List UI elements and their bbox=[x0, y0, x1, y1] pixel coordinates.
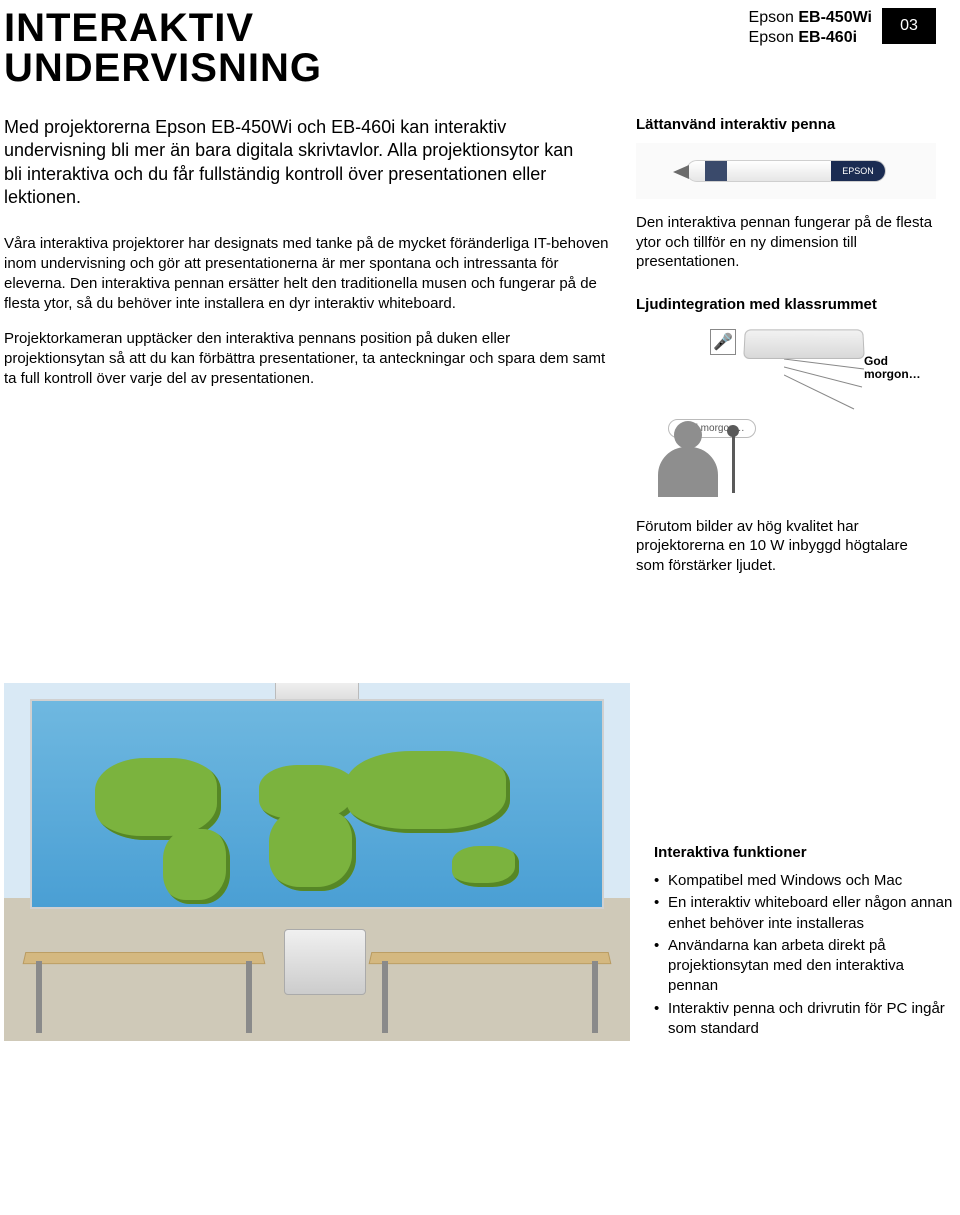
model-line-1: Epson EB-450Wi bbox=[749, 8, 872, 28]
sidebar-column: Lättanvänd interaktiv penna EPSON Den in… bbox=[636, 116, 936, 599]
features-list: Kompatibel med Windows och Mac En intera… bbox=[654, 871, 954, 1039]
pen-band-shape bbox=[705, 161, 727, 181]
continent-shape bbox=[163, 829, 230, 904]
audio-heading: Ljudintegration med klassrummet bbox=[636, 296, 936, 313]
mic-stand-shape bbox=[732, 435, 735, 493]
page-title-line1: INTERAKTIV bbox=[4, 8, 749, 48]
pen-brand-label: EPSON bbox=[831, 161, 885, 181]
person-silhouette bbox=[648, 421, 728, 503]
pen-body-shape: EPSON bbox=[686, 160, 886, 182]
pen-tip-shape bbox=[673, 165, 689, 179]
page-title-line2: UNDERVISNING bbox=[4, 48, 749, 88]
page-number: 03 bbox=[900, 17, 918, 35]
audio-caption: Förutom bilder av hög kvalitet har proje… bbox=[636, 517, 936, 576]
desk-leg-shape bbox=[246, 961, 252, 1033]
hero-whiteboard bbox=[30, 699, 604, 909]
mic-icon-box: 🎤 bbox=[710, 329, 736, 355]
microphone-icon: 🎤 bbox=[713, 332, 733, 352]
model2-prefix: Epson bbox=[749, 29, 799, 46]
desk-shape bbox=[370, 951, 610, 1041]
model-block: Epson EB-450Wi Epson EB-460i bbox=[749, 8, 872, 48]
header-row: INTERAKTIV UNDERVISNING Epson EB-450Wi E… bbox=[4, 8, 936, 88]
model1-prefix: Epson bbox=[749, 9, 799, 26]
sound-lines-icon bbox=[784, 359, 874, 439]
continent-shape bbox=[95, 758, 220, 840]
continent-shape bbox=[346, 751, 510, 833]
continent-shape bbox=[452, 846, 519, 887]
audio-illustration: 🎤 God morgon… God morgon… bbox=[636, 323, 936, 503]
body-paragraph-2: Projektorkameran upptäcker den interakti… bbox=[4, 329, 612, 390]
speech-large-line1: God bbox=[864, 354, 888, 368]
main-column: Med projektorerna Epson EB-450Wi och EB-… bbox=[4, 116, 612, 599]
feature-item: En interaktiv whiteboard eller någon ann… bbox=[654, 893, 954, 934]
features-heading: Interaktiva funktioner bbox=[654, 844, 954, 861]
desk-leg-shape bbox=[382, 961, 388, 1033]
pen-illustration: EPSON bbox=[636, 143, 936, 199]
intro-paragraph: Med projektorerna Epson EB-450Wi och EB-… bbox=[4, 116, 584, 210]
pen-heading: Lättanvänd interaktiv penna bbox=[636, 116, 936, 133]
desk-leg-shape bbox=[592, 961, 598, 1033]
desk-top-shape bbox=[369, 952, 612, 964]
desk-leg-shape bbox=[36, 961, 42, 1033]
title-block: INTERAKTIV UNDERVISNING bbox=[4, 8, 749, 88]
model2-bold: EB-460i bbox=[798, 29, 857, 46]
speech-bubble-large: God morgon… bbox=[864, 355, 921, 383]
person-body-shape bbox=[658, 447, 718, 497]
model-line-2: Epson EB-460i bbox=[749, 28, 872, 48]
printer-shape bbox=[284, 929, 366, 995]
classroom-hero-image bbox=[4, 683, 630, 1041]
person-head-shape bbox=[674, 421, 702, 449]
desk-top-shape bbox=[23, 952, 266, 964]
continent-shape bbox=[269, 809, 356, 891]
feature-item: Interaktiv penna och drivrutin för PC in… bbox=[654, 999, 954, 1040]
feature-item: Användarna kan arbeta direkt på projekti… bbox=[654, 936, 954, 997]
features-block: Interaktiva funktioner Kompatibel med Wi… bbox=[654, 844, 954, 1041]
body-paragraph-1: Våra interaktiva projektorer har designa… bbox=[4, 234, 612, 315]
world-map-shape bbox=[76, 741, 558, 911]
speech-large-line2: morgon… bbox=[864, 367, 921, 381]
model1-bold: EB-450Wi bbox=[798, 9, 872, 26]
page-number-badge: 03 bbox=[882, 8, 936, 44]
desk-shape bbox=[24, 951, 264, 1041]
projector-shape bbox=[743, 329, 865, 359]
feature-item: Kompatibel med Windows och Mac bbox=[654, 871, 954, 891]
pen-caption: Den interaktiva pennan fungerar på de fl… bbox=[636, 213, 936, 272]
